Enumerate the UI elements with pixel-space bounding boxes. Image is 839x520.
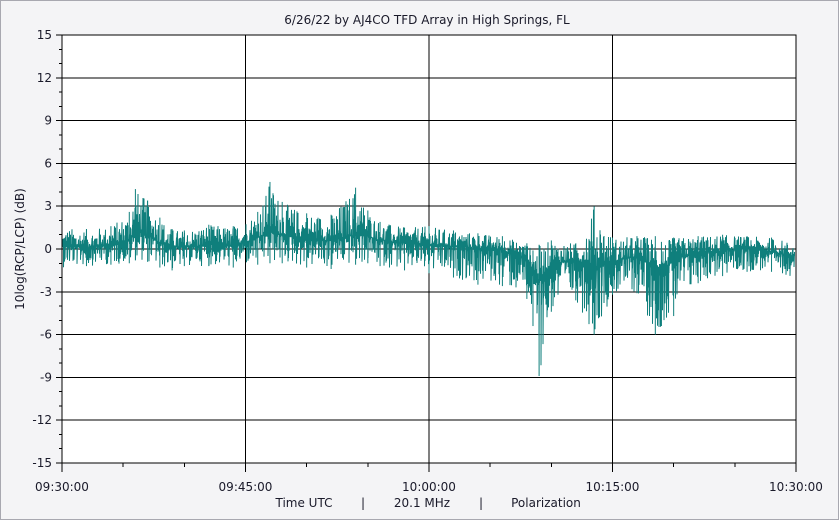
x-tick-label: 09:30:00 (35, 480, 89, 494)
x-axis-label-separator-2: | (479, 496, 483, 510)
y-tick-label: 9 (44, 114, 52, 128)
x-tick-labels: 09:30:00 09:45:00 10:00:00 10:15:00 10:30:00 (35, 480, 823, 494)
x-tick-label: 09:45:00 (219, 480, 273, 494)
y-tick-label: 3 (44, 199, 52, 213)
y-tick-label: 12 (37, 71, 52, 85)
y-tick-labels: 15 12 9 6 3 0 -3 -6 -9 -12 -15 (32, 28, 52, 470)
series-layer (61, 181, 797, 376)
y-tick-label: 15 (37, 28, 52, 42)
y-tick-label: -15 (32, 456, 52, 470)
y-tick-label: -12 (32, 413, 52, 427)
y-axis-label: 10log(RCP/LCP) (dB) (13, 188, 27, 310)
x-tick-label: 10:30:00 (769, 480, 823, 494)
x-axis-label-frequency: 20.1 MHz (394, 496, 450, 510)
y-tick-label: 0 (44, 242, 52, 256)
plot-border (61, 34, 797, 464)
y-tick-label: -9 (40, 370, 52, 384)
x-axis-label-separator-1: | (361, 496, 365, 510)
x-axis-label-mode: Polarization (511, 496, 581, 510)
y-tick-label: -3 (40, 285, 52, 299)
minor-ticks (56, 34, 797, 472)
y-tick-label: -6 (40, 328, 52, 342)
x-tick-label: 10:15:00 (586, 480, 640, 494)
x-axis-label-time: Time UTC (275, 496, 333, 510)
x-tick-label: 10:00:00 (402, 480, 456, 494)
y-tick-label: 6 (44, 156, 52, 170)
chart-title: 6/26/22 by AJ4CO TFD Array in High Sprin… (284, 13, 570, 27)
